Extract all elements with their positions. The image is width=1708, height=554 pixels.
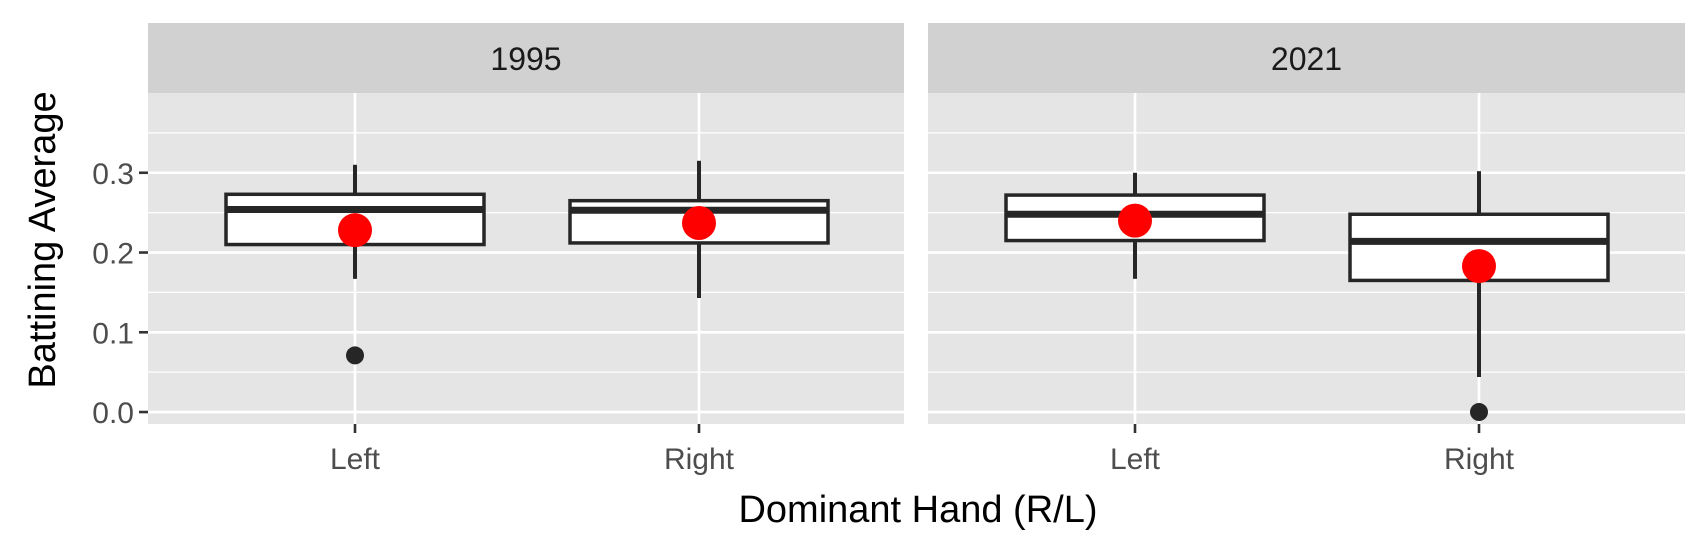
x-tick-label: Left: [1110, 443, 1161, 476]
y-tick-label: 0.1: [92, 317, 134, 350]
box-left: [1004, 172, 1266, 279]
y-tick-label: 0.2: [92, 238, 134, 271]
y-axis: 0.0 0.1 0.2 0.3: [92, 158, 148, 430]
y-tick-label: 0.3: [92, 158, 134, 191]
facet-strip-label: 1995: [490, 41, 561, 77]
mean-point: [1462, 249, 1496, 284]
box-right: [568, 160, 830, 298]
facet-strip: [148, 23, 904, 93]
panels: 1995 Left Right 2021 Left Right: [148, 23, 1685, 476]
panel-background: [148, 93, 904, 424]
mean-point: [1118, 203, 1152, 238]
facet-strip-label: 2021: [1271, 41, 1342, 77]
x-tick-label: Left: [330, 443, 381, 476]
y-tick-label: 0.0: [92, 397, 134, 430]
x-axis-title: Dominant Hand (R/L): [738, 489, 1097, 531]
box-right: [1348, 171, 1610, 422]
outlier-point: [1470, 403, 1488, 422]
x-tick-label: Right: [664, 443, 735, 476]
box-left: [224, 164, 486, 365]
mean-point: [682, 206, 716, 241]
mean-point: [338, 213, 372, 248]
y-axis-title: Battining Average: [22, 91, 64, 388]
outlier-point: [346, 346, 364, 365]
facet-strip: [928, 23, 1685, 93]
x-tick-label: Right: [1444, 443, 1515, 476]
facet-panel-2021: 2021 Left Right: [928, 23, 1685, 476]
facet-panel-1995: 1995 Left Right: [148, 23, 904, 476]
